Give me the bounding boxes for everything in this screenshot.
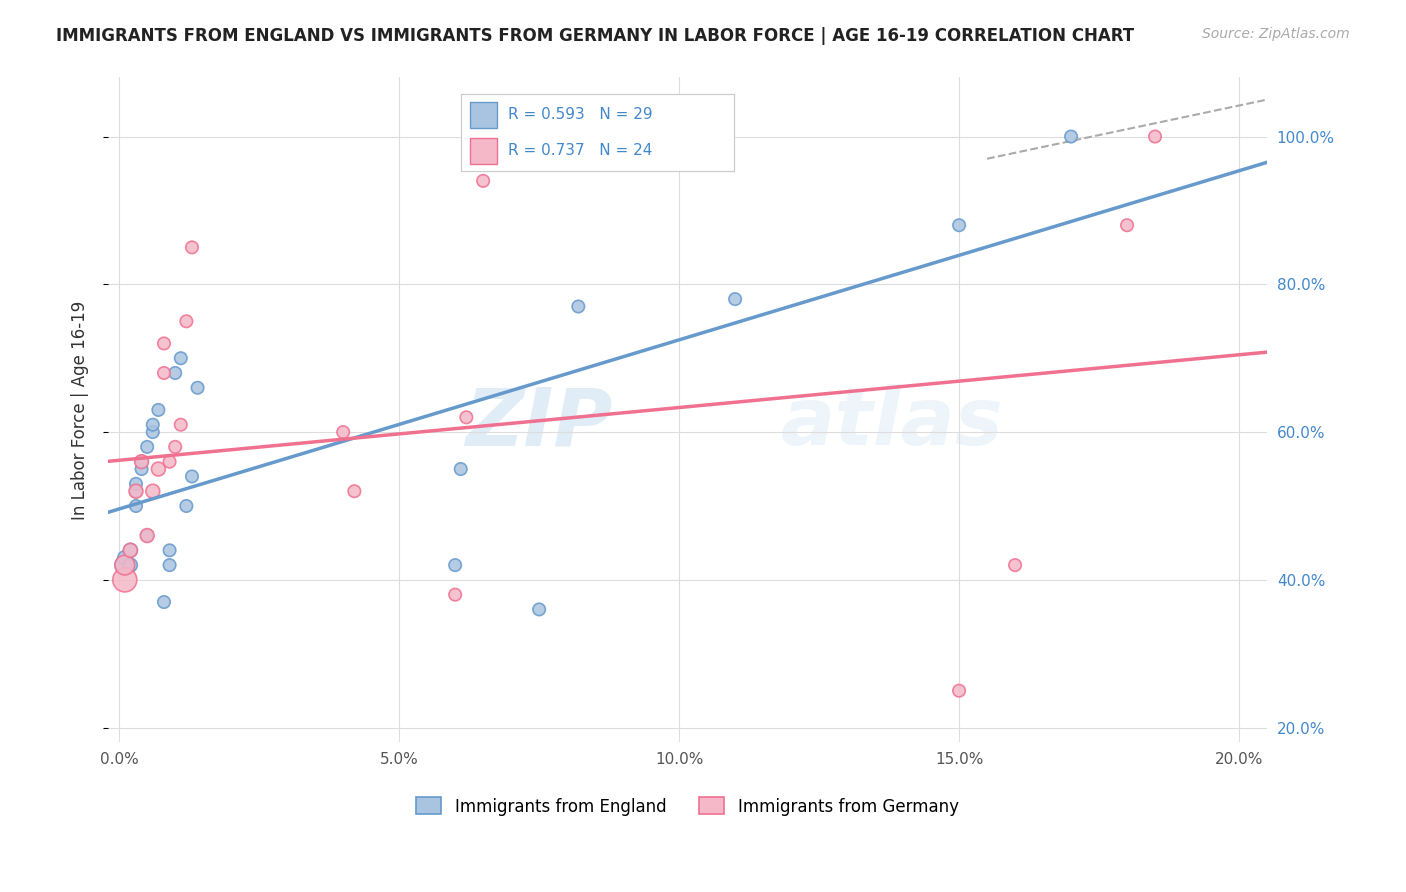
Point <box>170 351 193 366</box>
Point <box>120 543 142 558</box>
Point <box>125 499 148 513</box>
Text: Source: ZipAtlas.com: Source: ZipAtlas.com <box>1202 27 1350 41</box>
Point <box>159 455 181 469</box>
Point <box>165 366 187 380</box>
Point <box>159 543 181 558</box>
Point <box>159 558 181 573</box>
Point <box>527 602 550 616</box>
Point <box>1144 129 1167 144</box>
Point <box>1116 218 1139 232</box>
Point <box>136 528 159 542</box>
Point <box>450 462 472 476</box>
Point <box>948 218 970 232</box>
Point <box>176 314 198 328</box>
Point <box>131 455 153 469</box>
Point <box>114 573 136 587</box>
Text: atlas: atlas <box>780 384 1002 462</box>
Point <box>125 484 148 499</box>
Point <box>125 476 148 491</box>
Legend: Immigrants from England, Immigrants from Germany: Immigrants from England, Immigrants from… <box>409 790 966 822</box>
Point <box>444 588 467 602</box>
Point <box>153 336 176 351</box>
Point <box>142 417 165 432</box>
Point <box>136 440 159 454</box>
Point <box>176 499 198 513</box>
Point <box>724 292 747 306</box>
Point <box>1004 558 1026 573</box>
Point <box>125 484 148 499</box>
Point <box>170 417 193 432</box>
Point <box>181 240 204 254</box>
Point <box>444 558 467 573</box>
Point <box>148 462 170 476</box>
Point <box>187 381 209 395</box>
Text: IMMIGRANTS FROM ENGLAND VS IMMIGRANTS FROM GERMANY IN LABOR FORCE | AGE 16-19 CO: IMMIGRANTS FROM ENGLAND VS IMMIGRANTS FR… <box>56 27 1135 45</box>
Point <box>114 558 136 573</box>
Point <box>148 403 170 417</box>
Point <box>472 174 495 188</box>
Y-axis label: In Labor Force | Age 16-19: In Labor Force | Age 16-19 <box>72 301 89 519</box>
Point <box>567 300 589 314</box>
Point <box>131 462 153 476</box>
Point <box>142 425 165 439</box>
Point <box>153 595 176 609</box>
Point <box>1060 129 1083 144</box>
Text: ZIP: ZIP <box>465 384 612 462</box>
Point <box>131 455 153 469</box>
Point <box>948 683 970 698</box>
Point <box>343 484 366 499</box>
Point <box>120 543 142 558</box>
Point <box>153 366 176 380</box>
Point <box>181 469 204 483</box>
Point <box>136 528 159 542</box>
Point <box>165 440 187 454</box>
Point <box>114 558 136 573</box>
Point <box>142 484 165 499</box>
Point <box>332 425 354 439</box>
Point <box>456 410 478 425</box>
Point <box>114 550 136 565</box>
Point <box>120 558 142 573</box>
